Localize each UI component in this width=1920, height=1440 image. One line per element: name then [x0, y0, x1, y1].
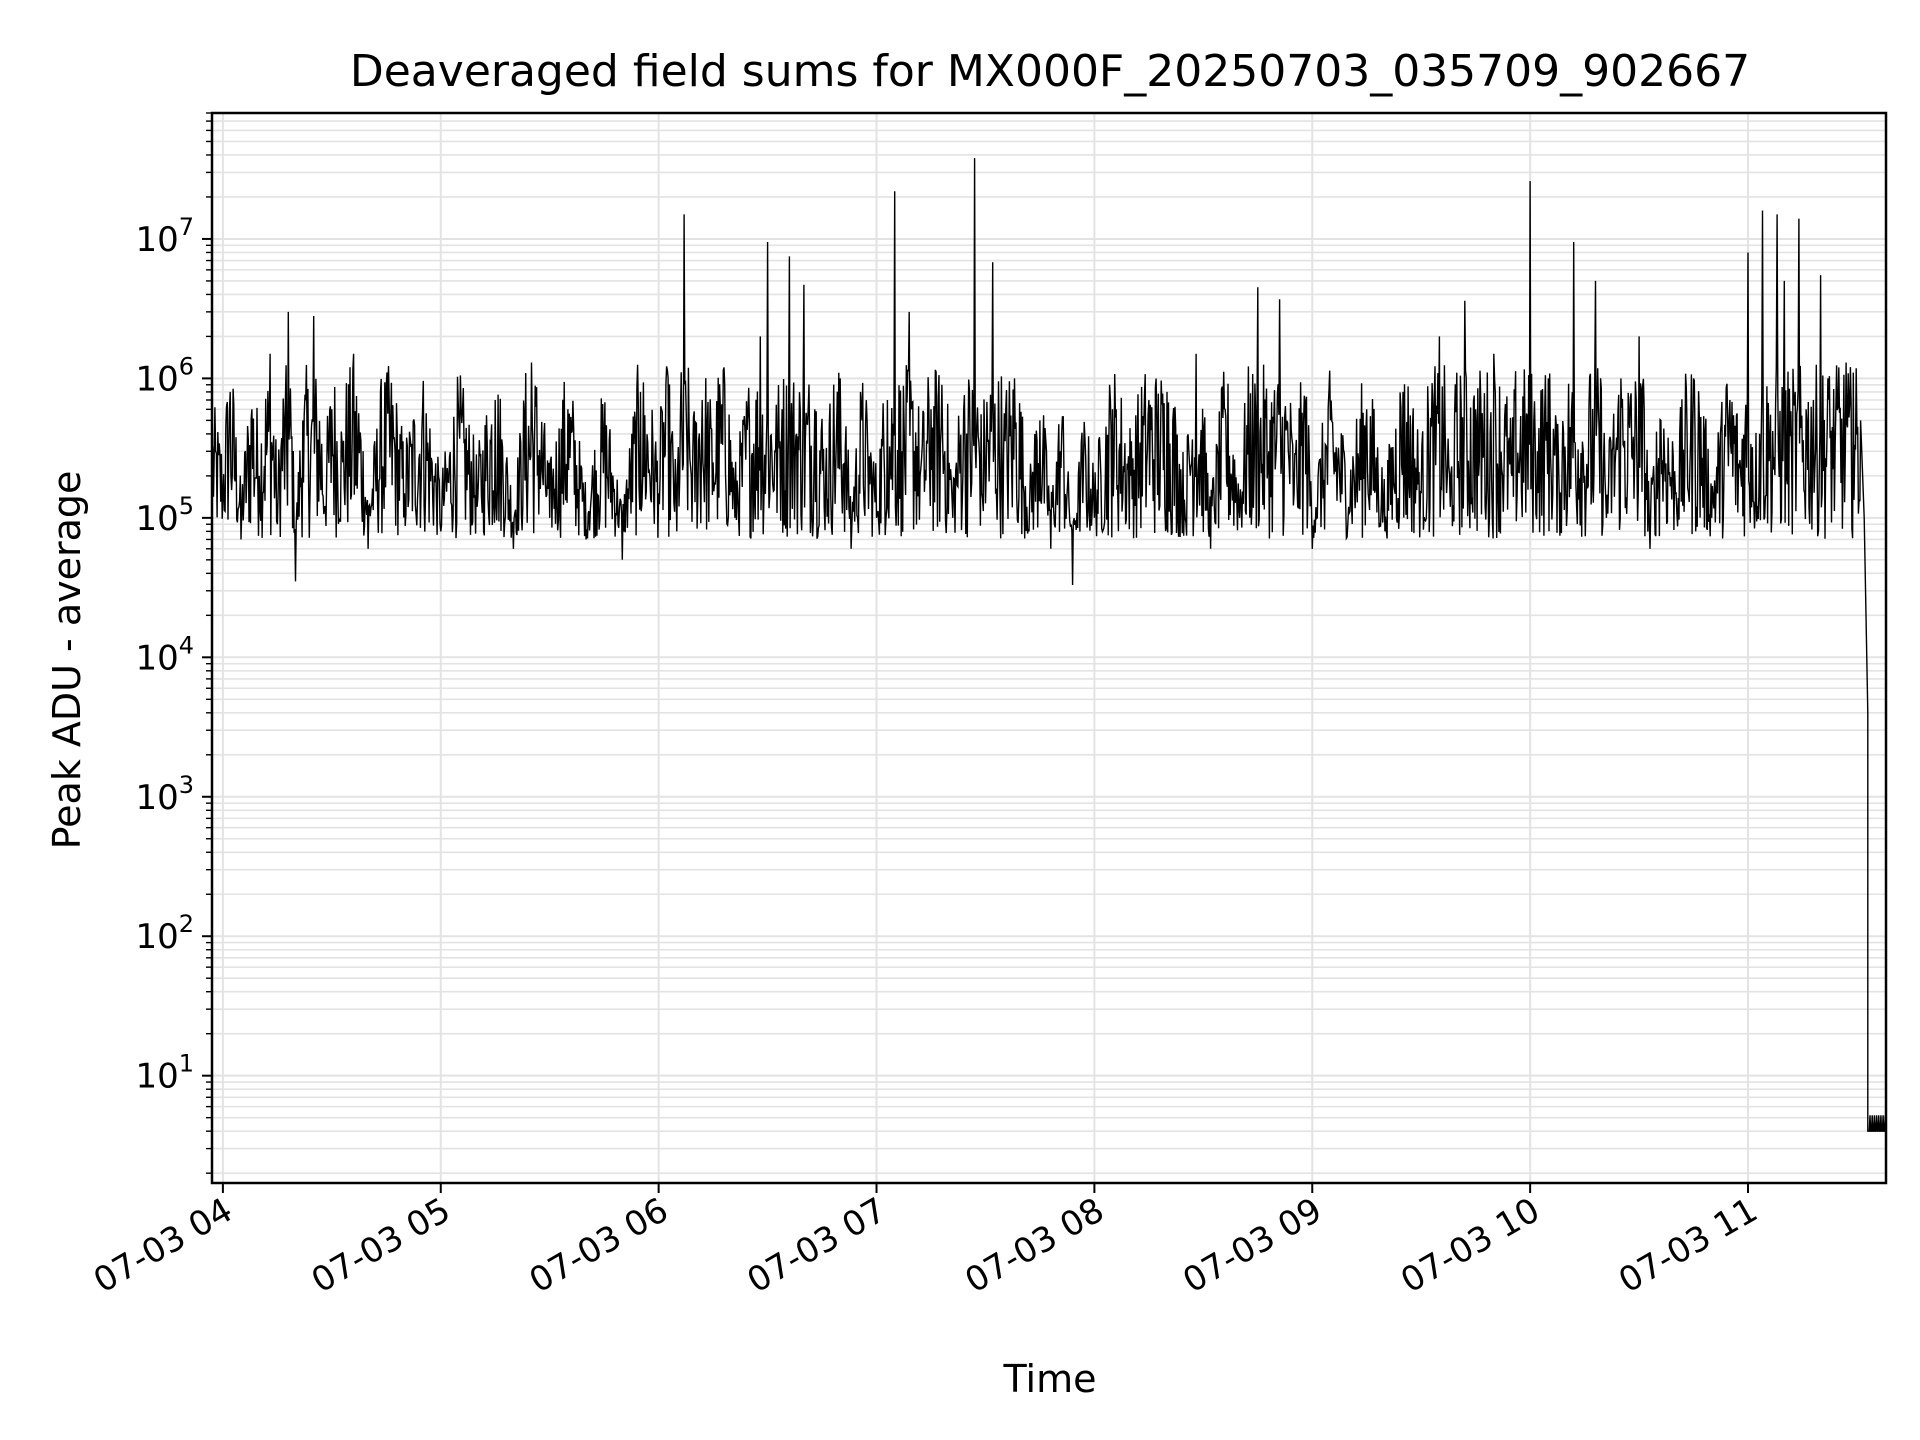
y-tick-label: 104: [135, 631, 194, 678]
y-tick-base: 10: [135, 778, 178, 818]
y-tick-base: 10: [135, 1057, 178, 1097]
y-tick-base: 10: [135, 499, 178, 539]
y-tick-exponent: 1: [179, 1050, 194, 1078]
y-tick-label: 103: [135, 771, 194, 818]
y-tick-label: 105: [135, 492, 194, 539]
y-tick-exponent: 4: [179, 631, 194, 659]
y-tick-exponent: 6: [179, 352, 194, 380]
y-tick-base: 10: [135, 638, 178, 678]
y-tick-label: 102: [135, 910, 194, 957]
chart-title: Deaveraged field sums for MX000F_2025070…: [350, 46, 1750, 97]
series-line: [211, 158, 1887, 1132]
grid-lines: [212, 112, 1886, 1183]
y-tick-exponent: 7: [179, 213, 194, 241]
y-tick-base: 10: [135, 917, 178, 957]
y-tick-base: 10: [135, 220, 178, 260]
y-tick-exponent: 3: [179, 771, 194, 799]
plot-frame: [210, 111, 1888, 1185]
y-tick-label: 106: [135, 352, 194, 399]
y-axis-label: Peak ADU - average: [45, 471, 89, 850]
y-tick-exponent: 5: [179, 492, 194, 520]
y-tick-label: 107: [135, 213, 194, 260]
y-tick-label: 101: [135, 1050, 194, 1097]
x-axis-label: Time: [1003, 1357, 1097, 1401]
series-layer: [211, 158, 1887, 1132]
y-tick-exponent: 2: [179, 910, 194, 938]
y-tick-base: 10: [135, 359, 178, 399]
